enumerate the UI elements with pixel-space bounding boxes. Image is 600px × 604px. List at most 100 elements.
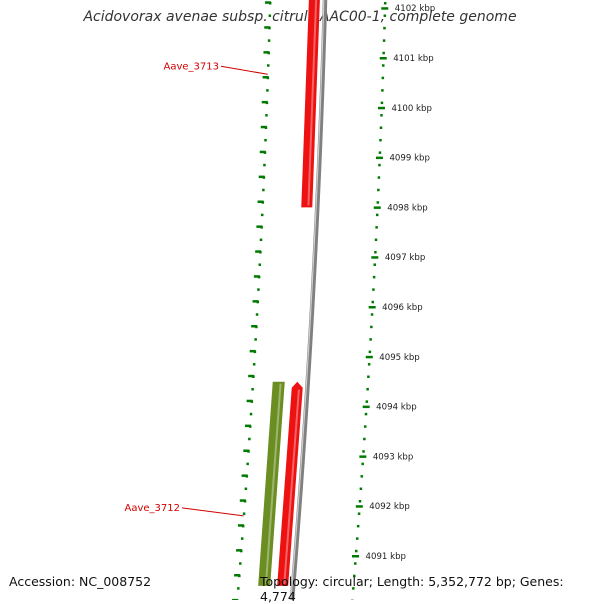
inner-major-tick bbox=[262, 101, 268, 104]
minor-tick-outer bbox=[368, 363, 371, 366]
gene-label-Aave_3712: Aave_3712 bbox=[125, 503, 181, 514]
kbp-tick-mark bbox=[380, 57, 387, 60]
minor-tick-outer bbox=[358, 512, 361, 515]
kbp-tick-label: 4101 kbp bbox=[393, 54, 434, 64]
minor-tick-inner bbox=[261, 214, 264, 217]
minor-tick-inner bbox=[262, 189, 265, 192]
minor-tick-outer bbox=[384, 2, 387, 5]
minor-tick-outer bbox=[354, 562, 357, 565]
gene-label-leader bbox=[182, 508, 244, 516]
minor-tick-inner bbox=[260, 239, 263, 242]
kbp-tick-label: 4096 kbp bbox=[382, 303, 423, 313]
minor-tick-inner bbox=[239, 562, 242, 565]
minor-tick-outer bbox=[374, 263, 377, 266]
inner-major-tick bbox=[258, 201, 264, 204]
minor-tick-outer bbox=[374, 251, 377, 254]
minor-tick-outer bbox=[369, 351, 372, 354]
minor-tick-outer bbox=[372, 301, 375, 304]
minor-tick-outer bbox=[377, 201, 380, 204]
inner-major-tick bbox=[255, 250, 261, 253]
accession-text: Accession: NC_008752 bbox=[9, 574, 151, 589]
minor-tick-inner bbox=[251, 388, 254, 391]
inner-major-tick bbox=[254, 275, 260, 278]
minor-tick-outer bbox=[383, 27, 386, 30]
minor-tick-inner bbox=[237, 587, 240, 590]
minor-tick-inner bbox=[253, 363, 256, 366]
minor-tick-inner bbox=[246, 463, 249, 466]
inner-major-tick bbox=[260, 151, 266, 154]
inner-major-tick bbox=[238, 524, 244, 527]
minor-tick-outer bbox=[361, 475, 364, 478]
kbp-tick-mark bbox=[376, 157, 383, 160]
minor-tick-outer bbox=[362, 450, 365, 453]
minor-tick-inner bbox=[256, 313, 259, 316]
minor-tick-outer bbox=[382, 52, 385, 55]
minor-tick-outer bbox=[375, 239, 378, 242]
gene-label-Aave_3713: Aave_3713 bbox=[164, 61, 220, 72]
inner-major-tick bbox=[256, 225, 262, 228]
minor-tick-outer bbox=[370, 326, 373, 329]
inner-major-tick bbox=[234, 574, 240, 577]
kbp-tick-label: 4094 kbp bbox=[376, 403, 417, 413]
kbp-tick-label: 4099 kbp bbox=[389, 154, 430, 164]
minor-tick-outer bbox=[357, 525, 360, 528]
kbp-tick-mark bbox=[356, 505, 363, 508]
minor-tick-outer bbox=[367, 376, 370, 379]
minor-tick-inner bbox=[265, 114, 268, 117]
minor-tick-inner bbox=[257, 288, 260, 291]
kbp-tick-label: 4102 kbp bbox=[395, 4, 436, 14]
gene-labels: Aave_3713 Aave_3712 bbox=[125, 61, 268, 516]
inner-major-tick bbox=[242, 474, 248, 477]
minor-tick-outer bbox=[369, 338, 372, 341]
minor-tick-inner bbox=[254, 338, 257, 341]
kbp-tick-mark bbox=[363, 406, 370, 409]
inner-major-tick bbox=[240, 499, 246, 502]
kbp-tick-label: 4097 kbp bbox=[385, 253, 426, 263]
kbp-tick-label: 4092 kbp bbox=[369, 502, 410, 512]
inner-major-tick bbox=[247, 400, 253, 403]
minor-tick-outer bbox=[371, 313, 374, 316]
minor-tick-outer bbox=[378, 164, 381, 167]
minor-tick-outer bbox=[377, 189, 380, 192]
minor-tick-outer bbox=[381, 89, 384, 92]
kbp-tick-mark bbox=[359, 455, 366, 458]
kbp-tick-label: 4095 kbp bbox=[379, 353, 420, 363]
minor-tick-outer bbox=[365, 413, 368, 416]
kbp-tick-label: 4100 kbp bbox=[391, 104, 432, 114]
minor-tick-outer bbox=[380, 127, 383, 130]
minor-tick-outer bbox=[366, 388, 369, 391]
minor-tick-outer bbox=[380, 114, 383, 117]
minor-tick-outer bbox=[366, 400, 369, 403]
minor-tick-outer bbox=[379, 139, 382, 142]
minor-tick-inner bbox=[245, 488, 248, 491]
minor-tick-outer bbox=[364, 425, 367, 428]
minor-tick-inner bbox=[250, 413, 253, 416]
kbp-tick-label: 4091 kbp bbox=[366, 552, 407, 562]
inner-major-tick bbox=[243, 450, 249, 453]
inner-major-tick bbox=[264, 26, 270, 29]
kbp-tick-mark bbox=[378, 107, 385, 110]
inner-major-tick bbox=[250, 350, 256, 353]
minor-tick-inner bbox=[263, 164, 266, 167]
minor-tick-inner bbox=[243, 512, 246, 515]
minor-tick-outer bbox=[372, 288, 375, 291]
minor-tick-outer bbox=[384, 14, 387, 17]
minor-tick-inner bbox=[266, 89, 269, 92]
minor-tick-outer bbox=[383, 39, 386, 42]
minor-tick-outer bbox=[360, 488, 363, 491]
minor-tick-outer bbox=[376, 214, 379, 217]
minor-tick-outer bbox=[373, 276, 376, 279]
minor-tick-outer bbox=[378, 176, 381, 179]
minor-tick-inner bbox=[259, 263, 262, 266]
minor-tick-inner bbox=[267, 64, 270, 67]
inner-major-tick bbox=[265, 1, 271, 4]
minor-tick-outer bbox=[381, 102, 384, 105]
kbp-tick-mark bbox=[374, 206, 381, 209]
inner-major-tick bbox=[263, 51, 269, 54]
minor-tick-inner bbox=[248, 438, 251, 441]
minor-tick-outer bbox=[363, 438, 366, 441]
minor-tick-inner bbox=[268, 39, 271, 42]
inner-major-tick bbox=[248, 375, 254, 378]
